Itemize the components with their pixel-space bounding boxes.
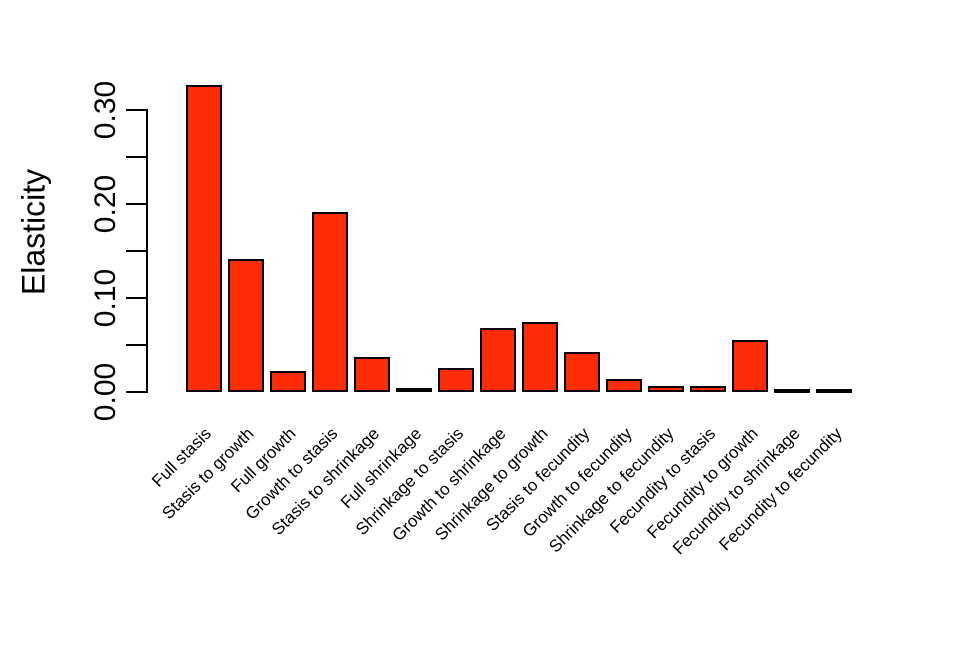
- y-axis-tick: [126, 391, 146, 393]
- y-axis-line: [146, 109, 148, 393]
- y-axis-tick: [126, 344, 146, 346]
- y-axis-tick: [126, 203, 146, 205]
- bar: [606, 379, 642, 392]
- bar: [648, 386, 684, 392]
- bar: [816, 389, 852, 393]
- bar: [270, 371, 306, 392]
- y-axis-title: Elasticity: [15, 168, 52, 296]
- bar: [564, 352, 600, 392]
- bar: [228, 259, 264, 392]
- bar: [354, 357, 390, 392]
- bar: [396, 388, 432, 392]
- y-tick-label: 0.30: [89, 80, 122, 140]
- bar: [732, 340, 768, 392]
- bar: [522, 322, 558, 392]
- y-axis-tick: [126, 109, 146, 111]
- bar: [774, 389, 810, 393]
- y-tick-label: 0.20: [89, 174, 122, 234]
- y-axis-tick: [126, 297, 146, 299]
- bar: [438, 368, 474, 392]
- bar: [186, 85, 222, 392]
- y-axis-tick: [126, 250, 146, 252]
- bar: [690, 386, 726, 392]
- bar: [480, 328, 516, 392]
- y-tick-label: 0.10: [89, 268, 122, 328]
- bar: [312, 212, 348, 392]
- y-tick-label: 0.00: [89, 362, 122, 422]
- y-axis-tick: [126, 156, 146, 158]
